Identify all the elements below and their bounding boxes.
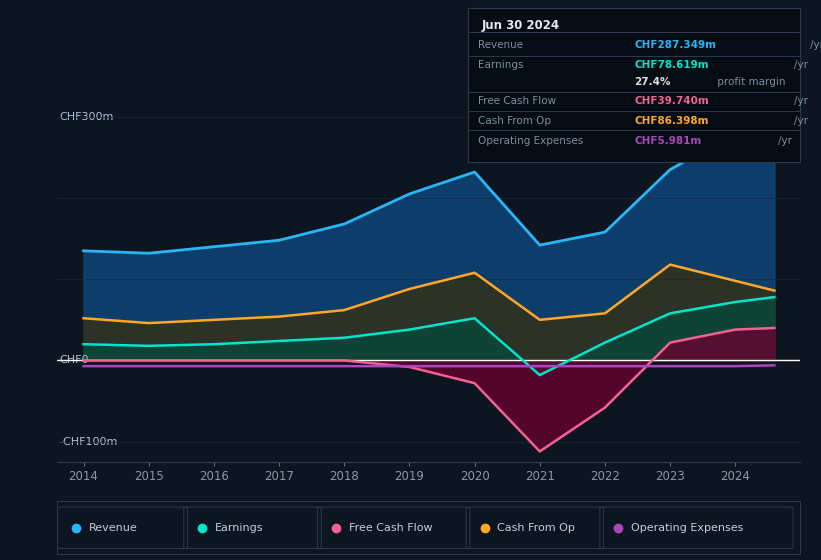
Text: Jun 30 2024: Jun 30 2024 [481, 19, 559, 32]
Text: Earnings: Earnings [478, 60, 524, 71]
Text: Operating Expenses: Operating Expenses [631, 523, 744, 533]
Text: /yr: /yr [777, 136, 792, 146]
Text: CHF5.981m: CHF5.981m [635, 136, 701, 146]
Text: CHF78.619m: CHF78.619m [635, 60, 709, 71]
Text: CHF0: CHF0 [59, 356, 89, 366]
Text: profit margin: profit margin [714, 77, 786, 87]
Text: 27.4%: 27.4% [635, 77, 671, 87]
Text: Operating Expenses: Operating Expenses [478, 136, 583, 146]
Text: Revenue: Revenue [89, 523, 137, 533]
Text: /yr: /yr [794, 60, 808, 71]
Text: /yr: /yr [794, 96, 808, 106]
Text: CHF86.398m: CHF86.398m [635, 116, 709, 126]
Text: Earnings: Earnings [215, 523, 264, 533]
Text: CHF39.740m: CHF39.740m [635, 96, 709, 106]
Text: -CHF100m: -CHF100m [59, 437, 117, 447]
Text: Free Cash Flow: Free Cash Flow [478, 96, 556, 106]
Text: Cash From Op: Cash From Op [478, 116, 551, 126]
Text: /yr: /yr [794, 116, 808, 126]
Text: CHF287.349m: CHF287.349m [635, 40, 716, 50]
Text: Revenue: Revenue [478, 40, 523, 50]
Text: /yr: /yr [810, 40, 821, 50]
Text: CHF300m: CHF300m [59, 112, 113, 122]
Text: Free Cash Flow: Free Cash Flow [349, 523, 433, 533]
Text: Cash From Op: Cash From Op [498, 523, 576, 533]
